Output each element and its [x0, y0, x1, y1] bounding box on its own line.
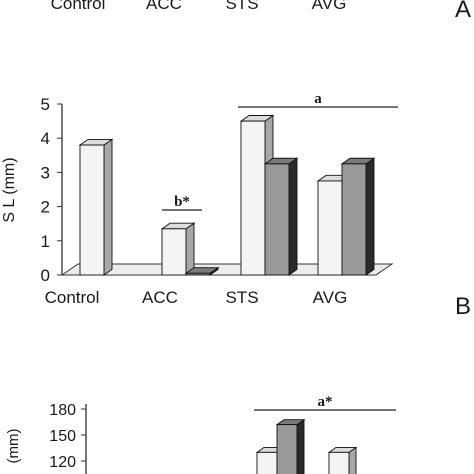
bar-s1-avg: [340, 157, 376, 276]
bar-s0-control: [78, 138, 114, 276]
top-tick-label-1: ACC: [146, 0, 182, 13]
bar-s1-avg-front: [341, 163, 367, 276]
bars: [78, 114, 376, 276]
bottom-bar-s1-sts: [275, 418, 306, 474]
y-tick-label-5: 5: [41, 95, 50, 114]
panel-label-b: B: [455, 293, 471, 320]
bottom-bar-s0-sts-front: [256, 451, 278, 474]
annotation-a-text: a: [314, 91, 322, 107]
bar-s1-sts-front: [264, 163, 290, 276]
top-tick-label-3: AVG: [312, 0, 347, 13]
bottom-bars: [255, 418, 358, 474]
bar-s0-acc: [160, 222, 196, 276]
bottom-bar-s1-sts-front: [276, 424, 298, 474]
bottom-panel: 180 150 120 (mm) a*: [5, 394, 396, 474]
bar-s1-avg-side: [365, 157, 375, 276]
y-tick-label-2: 2: [41, 198, 50, 217]
top-tick-label-0: Control: [51, 0, 106, 13]
top-tick-label-2: STS: [225, 0, 258, 13]
top-panel: Control ACC STS AVG A: [51, 0, 471, 23]
panel-label-a: A: [455, 0, 471, 23]
significance-annotations: b* a: [162, 91, 398, 211]
bar-s0-sts-front: [240, 120, 266, 276]
x-tick-label-0: Control: [45, 288, 100, 307]
bottom-y-axis-label: (mm): [5, 429, 22, 464]
bar-s0-control-front: [79, 144, 105, 276]
bottom-y-tick-label-1: 150: [49, 428, 76, 445]
bottom-bar-s0-avg: [327, 446, 358, 474]
x-tick-label-2: STS: [225, 288, 258, 307]
bottom-bar-s1-sts-side: [296, 418, 305, 474]
y-tick-label-0: 0: [41, 266, 50, 285]
annotation-a-star-text: a*: [318, 394, 333, 410]
y-axis-label: S L (mm): [1, 157, 18, 222]
y-tick-label-3: 3: [41, 163, 50, 182]
y-tick-label-4: 4: [41, 129, 50, 148]
bar-s1-sts-side: [288, 157, 298, 276]
bar-s0-control-side: [103, 138, 113, 276]
bottom-y-tick-label-0: 180: [49, 402, 76, 419]
annotation-b-text: b*: [174, 194, 190, 210]
bar-s0-acc-side: [185, 222, 195, 276]
bar-s0-acc-front: [161, 228, 187, 276]
y-tick-label-1: 1: [41, 232, 50, 251]
bottom-y-ticks: 180 150 120: [49, 402, 86, 471]
y-ticks: 0 1 2 3 4 5: [41, 95, 62, 285]
bottom-significance-annotations: a*: [254, 394, 396, 411]
x-tick-label-1: ACC: [142, 288, 178, 307]
bottom-bar-s0-avg-front: [328, 451, 350, 474]
bar-s1-acc: [184, 266, 220, 276]
bottom-y-tick-label-2: 120: [49, 454, 76, 471]
bar-s0-avg-front: [317, 180, 343, 276]
x-tick-label-3: AVG: [313, 288, 348, 307]
bar-s1-acc-front: [185, 272, 211, 276]
bar-s1-sts: [263, 157, 299, 276]
main-panel: 0 1 2 3 4 5 S L (mm) b* a Control ACC STS AVG: [1, 91, 398, 307]
